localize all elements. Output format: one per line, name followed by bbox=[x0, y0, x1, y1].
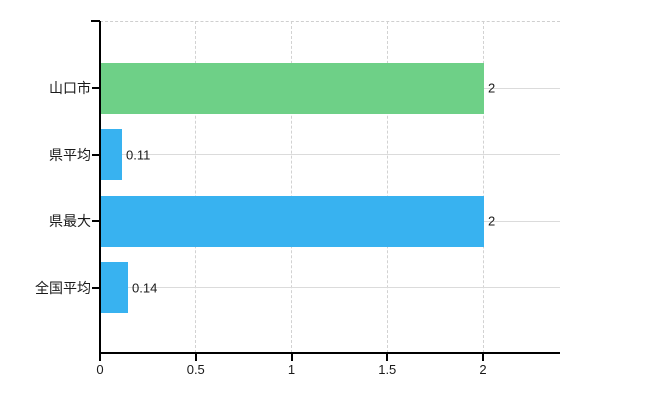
grid-line-vertical bbox=[195, 21, 197, 353]
category-label: 全国平均 bbox=[35, 279, 91, 296]
y-axis-tick bbox=[92, 153, 100, 156]
x-tick-label: 0 bbox=[96, 362, 104, 377]
y-axis-tick bbox=[92, 87, 100, 89]
y-axis-top-tick bbox=[91, 20, 100, 22]
value-label: 0.11 bbox=[126, 147, 151, 162]
grid-line-horizontal bbox=[100, 287, 560, 288]
bar[interactable] bbox=[101, 129, 122, 180]
grid-line-vertical bbox=[482, 21, 484, 353]
x-axis-tick bbox=[194, 354, 197, 361]
grid-line-vertical bbox=[291, 21, 292, 353]
grid-line-horizontal bbox=[100, 154, 560, 155]
grid-line-horizontal-top bbox=[100, 21, 560, 22]
x-axis-tick bbox=[99, 354, 101, 361]
x-tick-label: 1.5 bbox=[378, 362, 397, 377]
category-label: 山口市 bbox=[49, 80, 91, 96]
x-axis-tick bbox=[386, 354, 389, 361]
value-label: 2 bbox=[488, 213, 496, 229]
bar[interactable] bbox=[101, 62, 484, 114]
x-tick-label: 2 bbox=[479, 362, 487, 377]
x-axis-line bbox=[99, 352, 560, 354]
y-axis-tick bbox=[92, 286, 100, 289]
category-label: 県最大 bbox=[49, 213, 91, 229]
x-axis-tick bbox=[482, 354, 484, 361]
grid-line-vertical bbox=[386, 21, 388, 353]
y-axis-tick bbox=[92, 220, 100, 222]
y-axis-line bbox=[99, 21, 101, 354]
value-label: 0.14 bbox=[132, 280, 158, 295]
x-axis-tick bbox=[290, 354, 293, 361]
x-tick-label: 1 bbox=[287, 362, 296, 377]
x-tick-label: 0.5 bbox=[186, 362, 205, 377]
bar[interactable] bbox=[101, 262, 128, 313]
category-label: 県平均 bbox=[49, 146, 91, 163]
bar[interactable] bbox=[101, 195, 484, 247]
value-label: 2 bbox=[488, 80, 496, 96]
